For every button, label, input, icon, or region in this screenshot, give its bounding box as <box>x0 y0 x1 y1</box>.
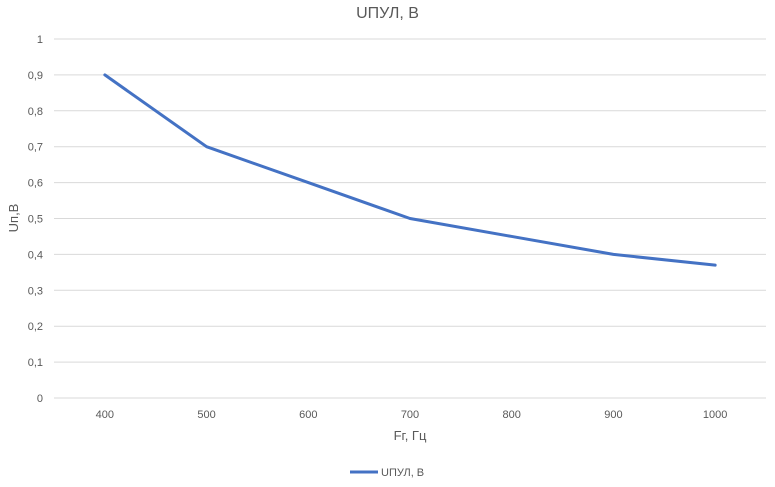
y-tick-label: 0,4 <box>28 249 43 261</box>
series-lines <box>103 73 717 267</box>
series-line <box>103 73 717 267</box>
x-axis-ticks: 400 500 600 700 800 900 1000 <box>96 409 728 421</box>
x-tick-label: 800 <box>503 409 521 421</box>
y-tick-label: 0,6 <box>28 178 43 190</box>
x-tick-label: 700 <box>401 409 419 421</box>
legend-label: UПУЛ, В <box>381 467 424 479</box>
y-tick-label: 0,2 <box>28 321 43 333</box>
y-tick-label: 1 <box>37 34 43 46</box>
x-tick-label: 600 <box>299 409 317 421</box>
y-tick-label: 0,1 <box>28 357 43 369</box>
y-tick-label: 0,3 <box>28 285 43 297</box>
y-tick-label: 0,7 <box>28 142 43 154</box>
x-axis-title: Fг, Гц <box>394 428 427 443</box>
y-tick-label: 0,9 <box>28 70 43 82</box>
x-tick-label: 900 <box>604 409 622 421</box>
x-tick-label: 1000 <box>703 409 727 421</box>
y-tick-label: 0 <box>37 393 43 405</box>
y-axis-title: Uп,В <box>6 204 21 233</box>
y-tick-label: 0,8 <box>28 106 43 118</box>
chart-title: UПУЛ, В <box>356 5 419 22</box>
legend: UПУЛ, В <box>350 467 424 479</box>
x-tick-label: 400 <box>96 409 114 421</box>
y-axis-ticks: 0 0,1 0,2 0,3 0,4 0,5 0,6 0,7 0,8 0,9 1 <box>28 34 43 405</box>
x-tick-label: 500 <box>197 409 215 421</box>
y-tick-label: 0,5 <box>28 214 43 226</box>
